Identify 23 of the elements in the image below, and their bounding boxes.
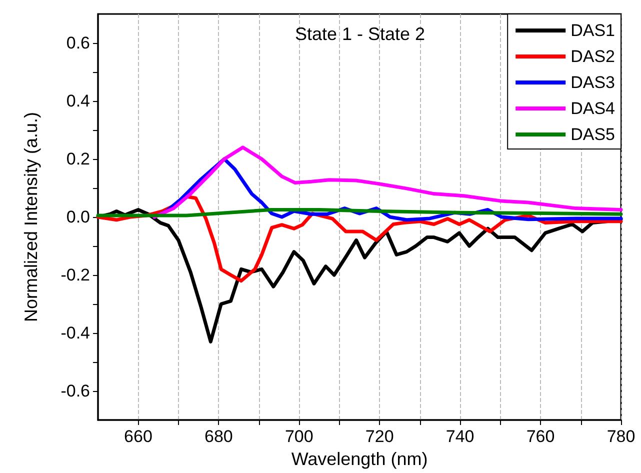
x-tick-label: 780 bbox=[606, 427, 636, 446]
y-tick-label: 0.0 bbox=[66, 208, 90, 226]
y-tick-label: -0.2 bbox=[60, 266, 90, 284]
x-tick-label: 760 bbox=[526, 427, 555, 446]
y-tick-label: 0.4 bbox=[66, 92, 90, 110]
text: State 1 - State 2 bbox=[294, 24, 426, 44]
y-tick-label: -0.4 bbox=[60, 324, 90, 342]
legend-label: DAS5 bbox=[570, 125, 616, 144]
x-tick-label: 680 bbox=[204, 427, 233, 446]
legend-label: DAS1 bbox=[570, 21, 616, 40]
legend-label: DAS4 bbox=[570, 99, 616, 118]
x-tick-label: 660 bbox=[124, 427, 152, 446]
legend-label: DAS3 bbox=[570, 73, 616, 92]
x-tick-label: 740 bbox=[446, 427, 474, 446]
x-tick-label: 700 bbox=[284, 427, 314, 446]
line-series bbox=[152, 146, 623, 219]
y-tick-label: 0.6 bbox=[66, 34, 90, 52]
y-tick-label: 0.2 bbox=[66, 150, 90, 168]
legend-label: DAS2 bbox=[570, 47, 616, 66]
y-axis-title: Normalized Intensity (a.u.) bbox=[21, 112, 41, 322]
x-tick-label: 720 bbox=[365, 427, 394, 446]
y-tick-label: -0.6 bbox=[60, 382, 90, 400]
x-axis-title: Wavelength (nm) bbox=[291, 449, 428, 469]
